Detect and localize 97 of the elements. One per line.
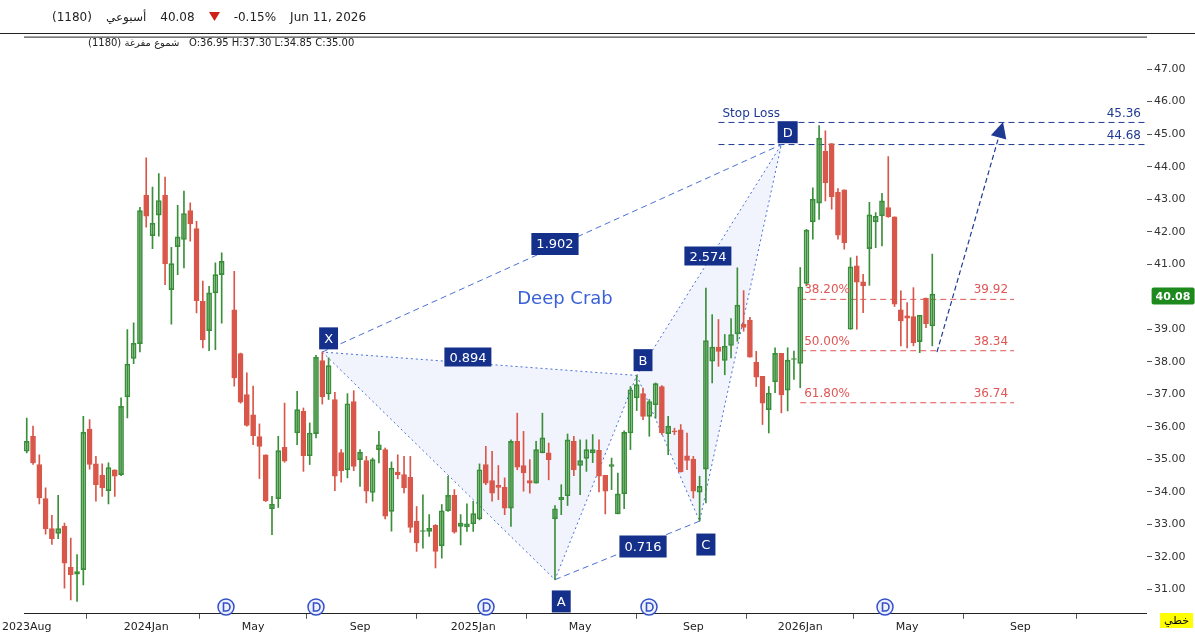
annotation: 0.894 bbox=[444, 347, 492, 367]
annotation: D bbox=[782, 124, 793, 140]
chart-subtitle: (1180) شموع مفرغة O:36.95 H:37.30 L:34.85 C:35.00 bbox=[88, 37, 355, 48]
x-tick-label: 2023Aug bbox=[1, 620, 52, 634]
candlestick bbox=[464, 503, 470, 532]
y-tick-label: 42.00 bbox=[1154, 224, 1186, 238]
text: 40.08 bbox=[1151, 287, 1195, 305]
candlestick bbox=[206, 286, 212, 352]
candlestick bbox=[665, 416, 671, 456]
x-tick-label: Sep bbox=[1009, 620, 1031, 634]
candlestick bbox=[275, 435, 282, 508]
candlestick bbox=[357, 449, 363, 487]
y-tick-label: 41.00 bbox=[1154, 257, 1186, 271]
candlestick bbox=[294, 391, 300, 446]
annotation: B bbox=[638, 352, 648, 368]
annotation: 0.716 bbox=[624, 538, 662, 554]
candlestick bbox=[489, 450, 495, 502]
candlestick bbox=[709, 314, 716, 384]
candlestick bbox=[181, 190, 187, 269]
data-label: 45.36 bbox=[1106, 105, 1141, 120]
candlestick bbox=[552, 505, 558, 580]
candlestick bbox=[916, 314, 923, 354]
annotation: C bbox=[701, 536, 711, 552]
x-tick-label: May bbox=[241, 620, 265, 634]
data-label: 36.74 bbox=[973, 385, 1009, 400]
candlestick bbox=[684, 432, 690, 471]
x-tick-label: May bbox=[895, 620, 919, 634]
data-label: 44.68 bbox=[1106, 127, 1141, 142]
annotation: 2.574 bbox=[684, 246, 732, 266]
x-tick-label: Sep bbox=[682, 620, 704, 634]
candlestick bbox=[24, 417, 30, 454]
y-tick-label: 43.00 bbox=[1154, 192, 1186, 206]
data-label: 38.34 bbox=[973, 333, 1009, 348]
candlestick bbox=[621, 430, 627, 510]
x-tick-label: 2026Jan bbox=[777, 620, 823, 634]
x-tick-label: Sep bbox=[349, 620, 371, 634]
annotation: X bbox=[324, 330, 334, 346]
y-tick-label: 35.00 bbox=[1154, 452, 1186, 466]
candlestick bbox=[269, 496, 275, 536]
candlestick bbox=[577, 439, 583, 496]
y-tick-label: 39.00 bbox=[1154, 322, 1186, 336]
y-tick-label: 37.00 bbox=[1154, 387, 1186, 401]
candlestick bbox=[67, 537, 74, 601]
chart-title: (1180) bbox=[52, 9, 92, 24]
candlestick bbox=[313, 354, 319, 439]
x-tick-label: 2024Jan bbox=[123, 620, 169, 634]
text: 40.08 bbox=[160, 9, 195, 24]
y-tick-label: 31.00 bbox=[1154, 582, 1186, 596]
text: أسبوعي bbox=[105, 9, 147, 24]
y-tick-label: 38.00 bbox=[1154, 354, 1186, 368]
x-tick-label: 2025Jan bbox=[450, 620, 496, 634]
text: خطي bbox=[1160, 613, 1193, 628]
data-label: 39.92 bbox=[973, 282, 1009, 297]
text: Jun 11, 2026 bbox=[290, 9, 367, 24]
candlestick bbox=[533, 441, 539, 484]
candlestick bbox=[545, 442, 552, 481]
candlestick bbox=[703, 287, 709, 504]
annotation: Deep Crab bbox=[517, 286, 613, 308]
candlestick bbox=[904, 302, 910, 349]
y-tick-label: 36.00 bbox=[1154, 419, 1186, 433]
series-label: Stop Loss bbox=[722, 105, 780, 120]
y-tick-label: 47.00 bbox=[1154, 61, 1186, 75]
x-tick-label: May bbox=[568, 620, 592, 634]
series-label: 61.80% bbox=[804, 385, 850, 400]
candlestick bbox=[218, 252, 225, 324]
candlestick bbox=[55, 495, 62, 540]
candlestick bbox=[879, 193, 885, 247]
y-tick-label: 46.00 bbox=[1154, 94, 1186, 108]
candlestick bbox=[765, 386, 772, 434]
candlestick bbox=[426, 514, 433, 537]
candlestick bbox=[885, 156, 892, 218]
candlestick bbox=[721, 334, 728, 376]
candlestick bbox=[118, 397, 124, 476]
annotation: 1.902 bbox=[536, 236, 574, 252]
candlestick bbox=[816, 125, 822, 220]
y-tick-label: 34.00 bbox=[1154, 484, 1186, 498]
candlestick bbox=[809, 187, 816, 240]
annotation: A bbox=[556, 593, 566, 609]
candlestick bbox=[558, 484, 565, 515]
candlestick bbox=[376, 431, 382, 464]
candlestick bbox=[797, 267, 804, 389]
candlestick bbox=[306, 422, 313, 465]
y-tick-label: 32.00 bbox=[1154, 549, 1186, 563]
text: -0.15% bbox=[233, 9, 277, 24]
y-tick-label: 33.00 bbox=[1154, 517, 1186, 531]
candlestick bbox=[508, 439, 514, 527]
candlestick bbox=[772, 347, 778, 394]
candlestick bbox=[445, 475, 451, 512]
candlestick bbox=[137, 206, 143, 353]
y-tick-label: 44.00 bbox=[1154, 159, 1186, 173]
series-label: 50.00% bbox=[804, 333, 850, 348]
candlestick bbox=[615, 472, 621, 515]
y-tick-label: 45.00 bbox=[1154, 127, 1186, 141]
candlestick bbox=[929, 253, 936, 347]
candlestick bbox=[155, 173, 162, 237]
candlestick bbox=[728, 318, 734, 359]
candlestick bbox=[438, 504, 445, 559]
